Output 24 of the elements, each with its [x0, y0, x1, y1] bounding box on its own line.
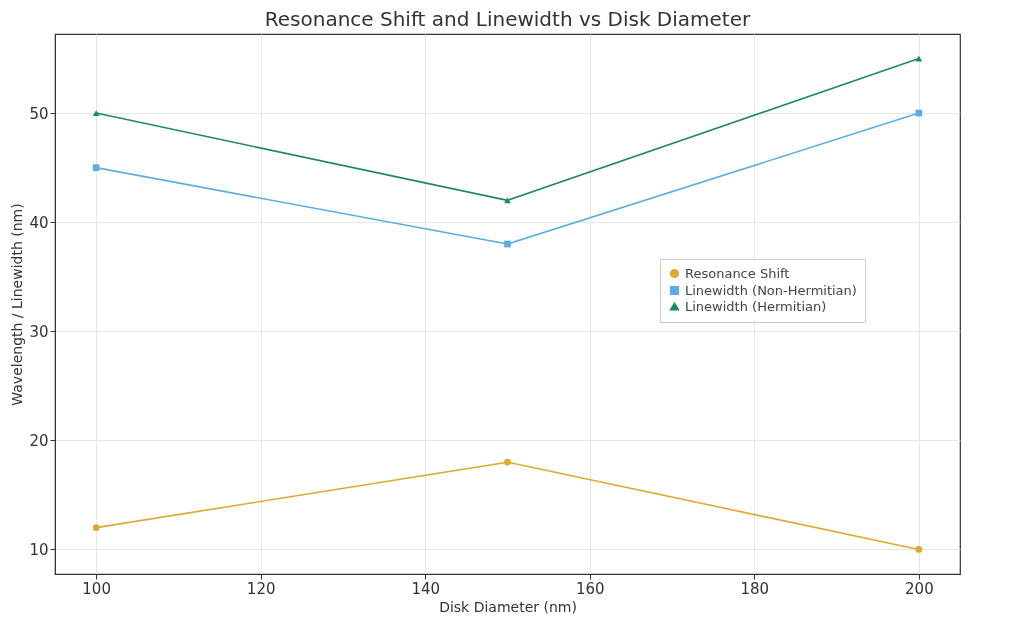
chart-title: Resonance Shift and Linewidth vs Disk Diameter [264, 7, 752, 31]
legend-label: Linewidth (Non-Hermitian) [685, 282, 857, 298]
y-tick-label: 50 [29, 104, 49, 123]
legend-label: Linewidth (Hermitian) [685, 298, 827, 314]
x-tick-label: 120 [246, 579, 276, 598]
y-tick-label: 30 [29, 322, 49, 341]
x-tick-label: 140 [411, 579, 441, 598]
x-axis-title: Disk Diameter (nm) [439, 598, 577, 615]
x-tick-label: 100 [82, 579, 111, 598]
y-tick-label: 40 [29, 213, 49, 232]
y-tick-label: 10 [29, 540, 49, 559]
y-tick-label: 20 [29, 431, 49, 450]
y-axis-title: Wavelength / Linewidth (nm) [9, 203, 26, 406]
point [915, 546, 923, 553]
point [504, 197, 511, 204]
point [92, 164, 100, 171]
legend-label: Resonance Shift [685, 265, 790, 281]
x-tick-label: 160 [575, 579, 605, 598]
point [504, 458, 511, 466]
point [92, 110, 100, 116]
x-tick-label: 200 [905, 579, 934, 598]
point [504, 240, 511, 248]
point [92, 524, 100, 531]
x-tick-label: 180 [740, 579, 770, 598]
